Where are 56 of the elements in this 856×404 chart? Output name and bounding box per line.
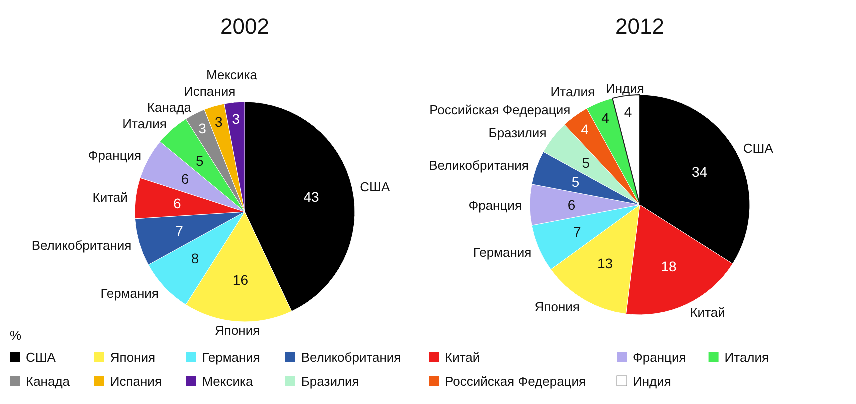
slice-label: Бразилия [488, 126, 547, 141]
data-label: 34 [692, 164, 708, 180]
chart-title: 2002 [220, 14, 270, 39]
data-label: 16 [232, 272, 249, 288]
data-label: 4 [602, 110, 610, 126]
slice-label: Китай [92, 190, 128, 206]
slice-label: Великобритания [429, 158, 529, 174]
slice-label: Италия [550, 84, 596, 100]
data-label: 4 [581, 121, 590, 138]
slice-label: США [360, 179, 390, 194]
data-label: 4 [624, 104, 632, 120]
legend-label: Италия [724, 350, 770, 365]
data-label: 3 [215, 114, 224, 130]
legend-label: Канада [26, 374, 71, 389]
data-label: 3 [232, 110, 240, 127]
slice-label: Китай [690, 304, 726, 320]
legend-label: Китай [445, 350, 480, 365]
slice-label: Италия [122, 116, 167, 132]
chart-title: 2012 [616, 14, 664, 39]
legend-title: % [10, 328, 22, 343]
legend-label: Российская Федерация [445, 374, 586, 389]
legend-label: Бразилия [301, 374, 360, 389]
data-label: 18 [661, 258, 678, 275]
slice-label: США [743, 141, 774, 156]
data-label: 5 [572, 174, 580, 190]
slice-label: Индия [606, 80, 644, 96]
data-label: 13 [597, 256, 614, 272]
slice-label: Испания [184, 84, 236, 100]
legend-label: Мексика [202, 374, 254, 389]
slice-label: Франция [88, 148, 142, 164]
legend-label: Испания [110, 374, 162, 389]
data-label: 43 [304, 189, 320, 206]
slice-label: Япония [215, 322, 260, 338]
slice-label: Великобритания [32, 238, 132, 253]
slice-label: Российская Федерация [430, 102, 571, 118]
category-label: Индия [633, 374, 672, 389]
legend-label: Япония [110, 350, 156, 365]
legend-label: Франция [633, 350, 686, 365]
data-label: 6 [568, 197, 576, 213]
data-label: 6 [181, 171, 190, 188]
slice-label: Япония [534, 300, 580, 315]
data-label: 3 [198, 120, 207, 137]
legend-label: США [26, 350, 56, 365]
data-label: 7 [574, 224, 582, 240]
slice-label: Германия [100, 286, 159, 301]
slice-label: Канада [147, 100, 192, 115]
data-label: 7 [176, 223, 184, 240]
legend-label: Великобритания [301, 350, 402, 365]
data-label: 6 [173, 195, 182, 212]
slice-label: Германия [473, 244, 532, 260]
data-label: 5 [582, 155, 590, 172]
legend-label: Германия [202, 350, 260, 365]
data-label: 8 [191, 250, 200, 267]
data-label: 5 [196, 152, 204, 169]
slice-label: Мексика [206, 68, 258, 83]
slice-label: Франция [468, 198, 522, 213]
